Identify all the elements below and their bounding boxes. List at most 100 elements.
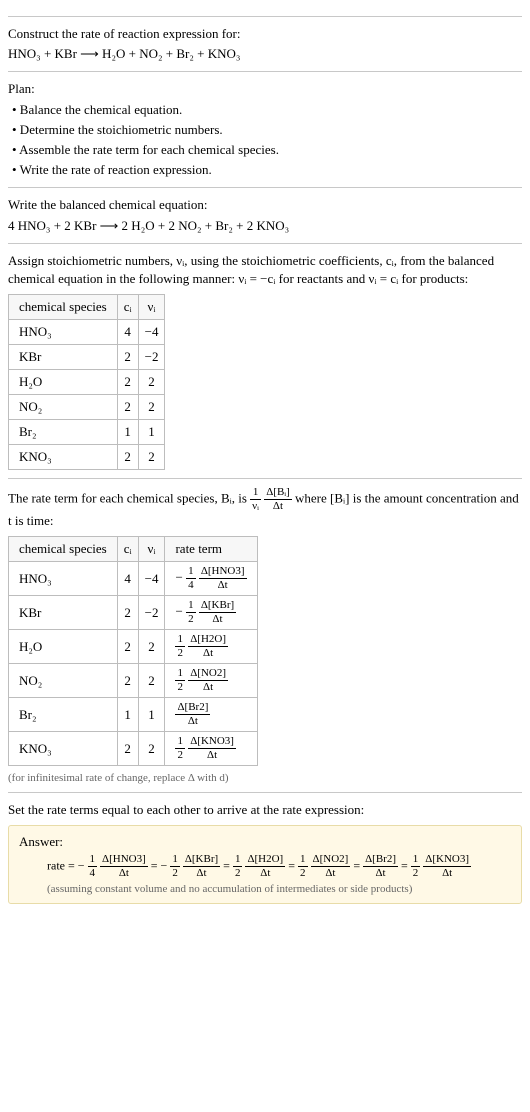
plan-item: • Determine the stoichiometric numbers. — [12, 121, 522, 139]
intro-line1: Construct the rate of reaction expressio… — [8, 25, 522, 43]
ci-cell: 2 — [117, 445, 138, 470]
vi-cell: 2 — [138, 395, 165, 420]
species-cell: KNO₃ — [9, 445, 118, 470]
table-row: KBr2−2− 12 Δ[KBr]Δt — [9, 596, 258, 630]
plan-heading: Plan: — [8, 80, 522, 98]
fraction: Δ[Br2]Δt — [363, 854, 398, 879]
fraction: Δ[NO2]Δt — [311, 854, 351, 879]
vi-cell: −2 — [138, 345, 165, 370]
fraction: 12 — [411, 854, 421, 879]
rateterm-cell: − 14 Δ[HNO3]Δt — [165, 562, 257, 596]
assign-table: chemical species cᵢ νᵢ HNO₃4−4 KBr2−2 H₂… — [8, 294, 165, 470]
rateterm-cell: 12 Δ[H2O]Δt — [165, 630, 257, 664]
vi-cell: 2 — [138, 445, 165, 470]
fraction: 12 — [175, 634, 185, 659]
fraction: 12 — [175, 668, 185, 693]
ci-cell: 2 — [117, 732, 138, 766]
balanced-section: Write the balanced chemical equation: 4 … — [8, 187, 522, 234]
rateterm-cell: Δ[Br2]Δt — [165, 698, 257, 732]
species-cell: H₂O — [9, 630, 118, 664]
rateterm-text: The rate term for each chemical species,… — [8, 487, 522, 530]
fraction: Δ[KNO3]Δt — [423, 854, 471, 879]
vi-cell: −4 — [138, 562, 165, 596]
fraction: Δ[KNO3]Δt — [188, 736, 236, 761]
ci-cell: 4 — [117, 320, 138, 345]
col-vi: νᵢ — [138, 295, 165, 320]
species-cell: NO₂ — [9, 664, 118, 698]
table-row: NO₂2212 Δ[NO2]Δt — [9, 664, 258, 698]
frac-dBi-dt: Δ[Bᵢ]Δt — [264, 487, 292, 512]
fraction: 12 — [298, 854, 308, 879]
ci-cell: 2 — [117, 395, 138, 420]
balanced-equation: 4 HNO₃ + 2 KBr ⟶ 2 H₂O + 2 NO₂ + Br₂ + 2… — [8, 217, 522, 235]
ci-cell: 1 — [117, 698, 138, 732]
vi-cell: 1 — [138, 698, 165, 732]
plan-item: • Assemble the rate term for each chemic… — [12, 141, 522, 159]
species-cell: HNO₃ — [9, 562, 118, 596]
ci-cell: 1 — [117, 420, 138, 445]
fraction: 12 — [186, 600, 196, 625]
fraction: 14 — [186, 566, 196, 591]
fraction: 12 — [233, 854, 243, 879]
ci-cell: 2 — [117, 664, 138, 698]
fraction: 12 — [175, 736, 185, 761]
rateterm-note: (for infinitesimal rate of change, repla… — [8, 772, 522, 784]
fraction: Δ[H2O]Δt — [245, 854, 285, 879]
rateterm-section: The rate term for each chemical species,… — [8, 478, 522, 784]
final-text: Set the rate terms equal to each other t… — [8, 801, 522, 819]
answer-label: Answer: — [19, 834, 511, 850]
vi-cell: −2 — [138, 596, 165, 630]
vi-cell: 2 — [138, 630, 165, 664]
col-ci: cᵢ — [117, 537, 138, 562]
intro-equation: HNO₃ + KBr ⟶ H₂O + NO₂ + Br₂ + KNO₃ — [8, 45, 522, 63]
table-row: H₂O22 — [9, 370, 165, 395]
fraction: Δ[HNO3]Δt — [199, 566, 247, 591]
rateterm-cell: − 12 Δ[KBr]Δt — [165, 596, 257, 630]
plan-item: • Write the rate of reaction expression. — [12, 161, 522, 179]
ci-cell: 2 — [117, 370, 138, 395]
table-row: KBr2−2 — [9, 345, 165, 370]
table-row: H₂O2212 Δ[H2O]Δt — [9, 630, 258, 664]
fraction: Δ[KBr]Δt — [183, 854, 220, 879]
answer-equation: rate = − 14 Δ[HNO3]Δt = − 12 Δ[KBr]Δt = … — [47, 854, 511, 879]
vi-cell: −4 — [138, 320, 165, 345]
vi-cell: 2 — [138, 732, 165, 766]
final-section: Set the rate terms equal to each other t… — [8, 792, 522, 904]
fraction: Δ[KBr]Δt — [199, 600, 236, 625]
assign-section: Assign stoichiometric numbers, νᵢ, using… — [8, 243, 522, 470]
table-row: HNO₃4−4 — [9, 320, 165, 345]
frac-1-over-vi: 1νᵢ — [250, 487, 261, 512]
fraction: 14 — [88, 854, 98, 879]
ci-cell: 2 — [117, 596, 138, 630]
plan-section: Plan: • Balance the chemical equation. •… — [8, 71, 522, 179]
fraction: 12 — [170, 854, 180, 879]
species-cell: KNO₃ — [9, 732, 118, 766]
species-cell: Br₂ — [9, 698, 118, 732]
fraction: Δ[H2O]Δt — [188, 634, 228, 659]
col-ci: cᵢ — [117, 295, 138, 320]
table-row: NO₂22 — [9, 395, 165, 420]
species-cell: HNO₃ — [9, 320, 118, 345]
vi-cell: 2 — [138, 664, 165, 698]
answer-box: Answer: rate = − 14 Δ[HNO3]Δt = − 12 Δ[K… — [8, 825, 522, 904]
species-cell: KBr — [9, 345, 118, 370]
col-species: chemical species — [9, 295, 118, 320]
col-rateterm: rate term — [165, 537, 257, 562]
species-cell: NO₂ — [9, 395, 118, 420]
vi-cell: 1 — [138, 420, 165, 445]
table-header-row: chemical species cᵢ νᵢ rate term — [9, 537, 258, 562]
ci-cell: 4 — [117, 562, 138, 596]
rateterm-pre: The rate term for each chemical species,… — [8, 491, 250, 506]
species-cell: H₂O — [9, 370, 118, 395]
rateterm-table: chemical species cᵢ νᵢ rate term HNO₃4−4… — [8, 536, 258, 766]
fraction: Δ[NO2]Δt — [188, 668, 228, 693]
ci-cell: 2 — [117, 630, 138, 664]
fraction: Δ[HNO3]Δt — [100, 854, 148, 879]
rateterm-cell: 12 Δ[NO2]Δt — [165, 664, 257, 698]
col-vi: νᵢ — [138, 537, 165, 562]
col-species: chemical species — [9, 537, 118, 562]
table-row: Br₂11 — [9, 420, 165, 445]
ci-cell: 2 — [117, 345, 138, 370]
assign-text: Assign stoichiometric numbers, νᵢ, using… — [8, 252, 522, 288]
answer-note: (assuming constant volume and no accumul… — [47, 883, 511, 895]
